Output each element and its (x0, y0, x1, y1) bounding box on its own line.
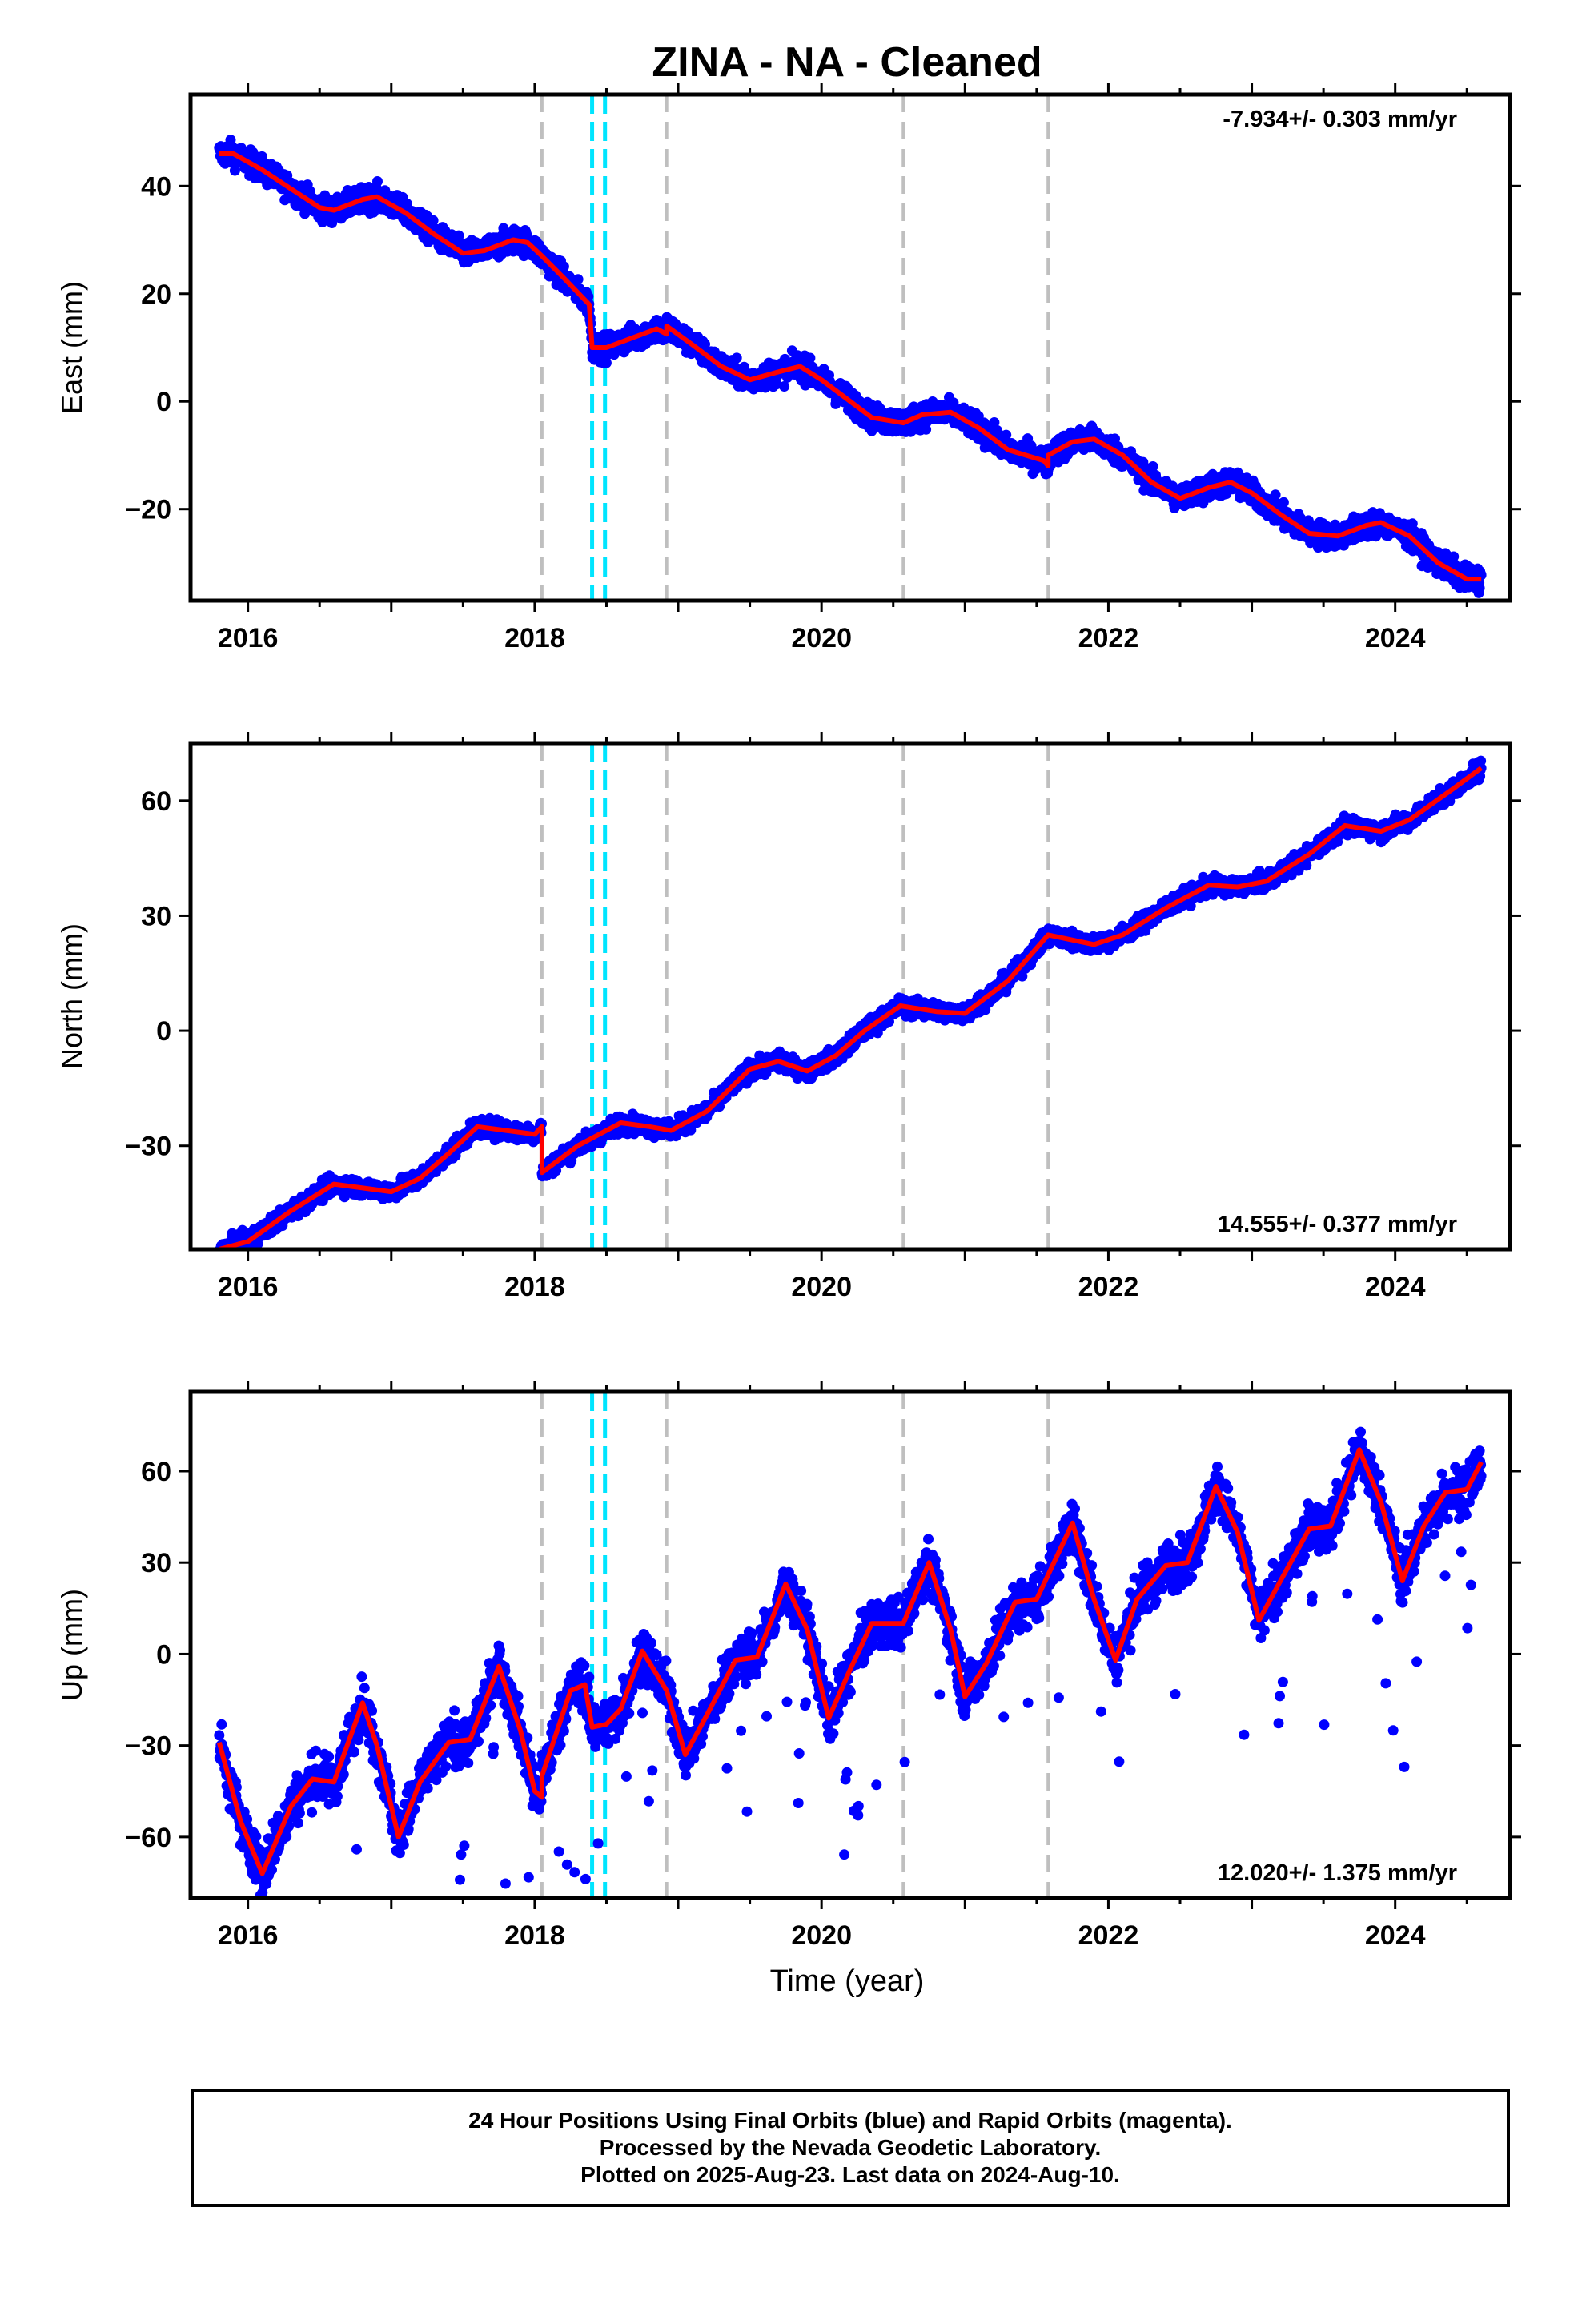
data-point (989, 417, 1000, 428)
y-tick-label: 20 (141, 279, 171, 310)
y-tick-label: 40 (141, 171, 171, 202)
data-point (372, 176, 383, 187)
data-point (558, 261, 569, 272)
x-tick-label: 2018 (504, 623, 565, 653)
y-tick-label: −20 (125, 495, 171, 525)
model-fit-line (219, 151, 1482, 582)
x-tick-label: 2022 (1078, 623, 1139, 653)
data-point (921, 424, 932, 435)
data-point (731, 352, 742, 364)
x-tick-label: 2020 (791, 623, 852, 653)
data-point (700, 339, 710, 350)
data-point (224, 1251, 235, 1261)
data-point (1278, 497, 1289, 508)
x-tick-label: 2016 (218, 623, 279, 653)
data-point (214, 1252, 224, 1263)
data-point (1147, 461, 1158, 472)
y-tick-label: 0 (156, 387, 171, 417)
data-point (401, 198, 412, 209)
east-panel: 2016 2018 2020 2022 2024 −20 0 20 40 East (mm) -7.… (55, 83, 1521, 653)
data-point (256, 151, 267, 162)
data-point (1474, 582, 1485, 593)
chart-title: ZINA - NA - Cleaned (652, 39, 1042, 86)
x-tick-label: 2024 (1365, 623, 1426, 653)
data-point (229, 165, 240, 176)
data-point (572, 274, 584, 285)
data-points (214, 135, 1487, 598)
data-point (428, 215, 439, 226)
data-point (779, 381, 790, 392)
data-point (1270, 489, 1281, 501)
y-axis-label: East (mm) (55, 281, 88, 414)
data-point (1001, 429, 1012, 440)
panel-frame (188, 92, 1512, 603)
rate-label: -7.934+/- 0.303 mm/yr (1223, 107, 1457, 132)
data-point (771, 379, 782, 390)
data-point (805, 352, 816, 364)
